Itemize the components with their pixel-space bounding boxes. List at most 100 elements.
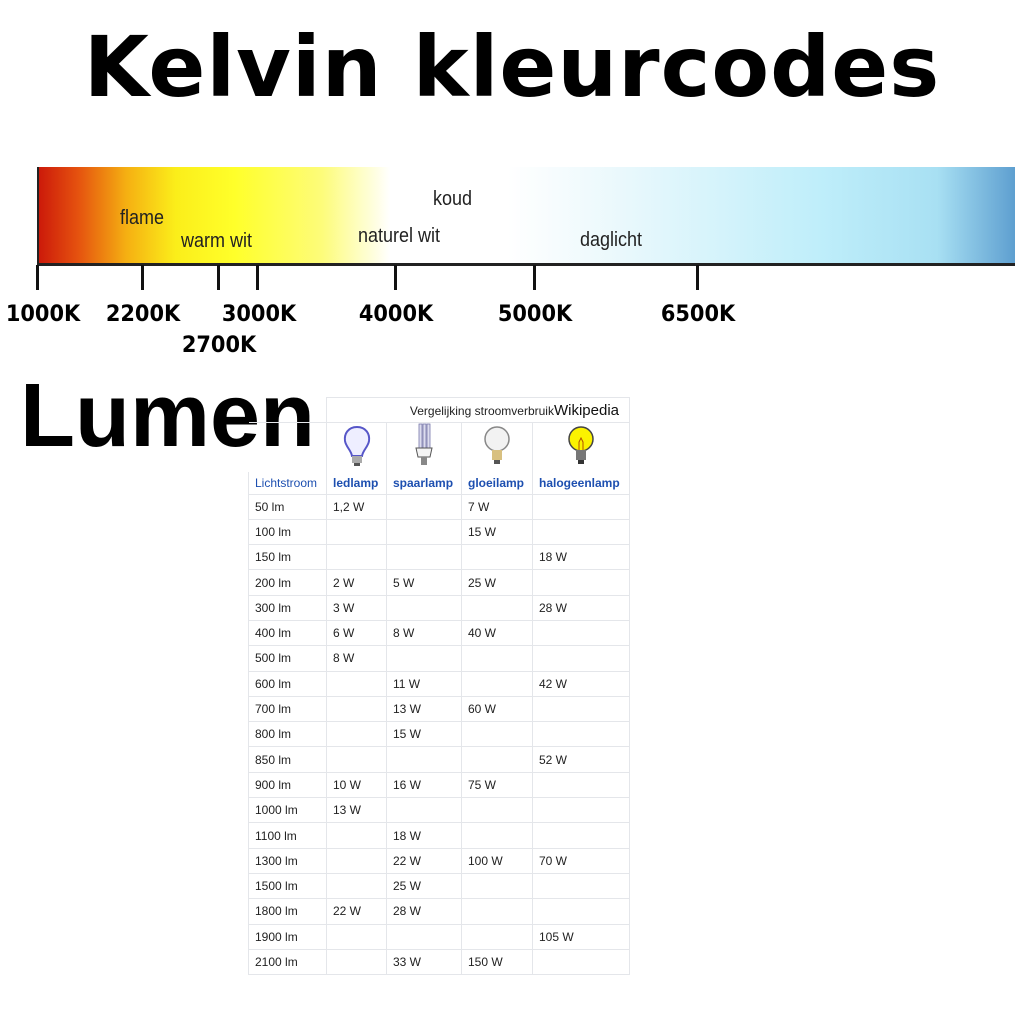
table-cell [326,923,387,950]
table-row: 100 lm 15 W [248,518,630,546]
table-cell [326,822,387,849]
table-cell [461,797,533,824]
header-spaarlamp[interactable]: spaarlamp [386,472,462,495]
table-cell: 1900 lm [248,923,327,950]
table-cell [386,746,462,773]
tick-label: 5000K [497,302,573,327]
label-koud: koud [433,188,473,210]
table-row: 1900 lm 105 W [248,923,630,950]
table-row: 1500 lm 25 W [248,872,630,900]
table-cell: 25 W [386,872,462,900]
tick [36,265,39,290]
table-cell: 52 W [532,746,630,773]
table-cell: 1500 lm [248,872,327,900]
tick-label: 4000K [358,302,434,327]
table-cell: 22 W [326,898,387,925]
table-cell: 22 W [386,847,462,874]
table-cell: 100 W [461,847,533,874]
table-cell: 100 lm [248,518,327,546]
table-row: 500 lm 8 W [248,645,630,672]
table-cell: 1800 lm [248,898,327,925]
table-cell: 10 W [326,771,387,799]
power-comparison-table: Vergelijking stroomverbruikWikipedia Lic… [248,397,630,976]
table-row: 300 lm 3 W 28 W [248,594,630,621]
table-cell: 8 W [386,619,462,647]
table-cell [461,898,533,925]
table-cell [326,721,387,748]
table-cell: 200 lm [248,569,327,596]
table-cell: 33 W [386,948,462,976]
header-gloeilamp[interactable]: gloeilamp [461,472,533,495]
table-cell: 700 lm [248,695,327,723]
table-cell: 40 W [461,619,533,647]
table-row: 1000 lm 13 W [248,797,630,824]
table-row: 1100 lm 18 W [248,822,630,849]
kelvin-gradient-bar [37,167,1015,266]
table-cell [461,645,533,672]
table-cell [532,898,630,925]
table-cell [386,544,462,571]
table-cell: 900 lm [248,771,327,799]
table-cell [461,872,533,900]
table-cell: 850 lm [248,746,327,773]
table-cell [461,544,533,571]
table-cell: 105 W [532,923,630,950]
tick [533,265,536,290]
table-row: 1800 lm 22 W 28 W [248,898,630,925]
table-row: 50 lm 1,2 W 7 W [248,493,630,520]
table-cell: 1100 lm [248,822,327,849]
table-cell: 42 W [532,670,630,697]
table-row: 700 lm 13 W 60 W [248,695,630,723]
table-cell [532,948,630,976]
table-cell: 7 W [461,493,533,520]
table-cell [532,721,630,748]
source-label: Wikipedia [553,401,619,419]
table-cell: 70 W [532,847,630,874]
label-daglicht: daglicht [580,229,643,251]
table-cell: 1,2 W [326,493,387,520]
table-cell [326,746,387,773]
tick [217,265,220,290]
table-row: 850 lm 52 W [248,746,630,773]
table-cell [326,872,387,900]
table-cell [386,594,462,621]
table-cell [461,721,533,748]
tick-label: 1000K [5,302,81,327]
header-ledlamp[interactable]: ledlamp [326,472,387,495]
tick-label: 2200K [105,302,181,327]
table-cell [532,645,630,672]
table-cell: 18 W [532,544,630,571]
table-cell [326,670,387,697]
table-cell [532,619,630,647]
table-cell: 600 lm [248,670,327,697]
table-row: 800 lm 15 W [248,721,630,748]
table-cell: 5 W [386,569,462,596]
header-lichtstroom[interactable]: Lichtstroom [248,472,327,495]
label-warm-wit: warm wit [181,230,253,252]
table-cell [532,518,630,546]
table-cell [461,594,533,621]
header-halogeenlamp[interactable]: halogeenlamp [532,472,630,495]
table-cell [532,822,630,849]
table-caption: Vergelijking stroomverbruik [409,403,554,418]
table-cell [326,847,387,874]
table-cell: 15 W [461,518,533,546]
table-cell [386,518,462,546]
page-title: Kelvin kleurcodes [83,18,941,116]
table-cell: 500 lm [248,645,327,672]
table-cell: 400 lm [248,619,327,647]
table-row: 600 lm 11 W 42 W [248,670,630,697]
table-cell: 800 lm [248,721,327,748]
cfl-bulb-icon [415,423,433,465]
table-cell: 8 W [326,645,387,672]
table-row: 150 lm 18 W [248,544,630,571]
halogen-bulb-icon [568,426,594,464]
table-cell: 6 W [326,619,387,647]
table-cell [532,797,630,824]
table-cell: 25 W [461,569,533,596]
table-cell [461,746,533,773]
table-cell: 3 W [326,594,387,621]
table-cell [461,670,533,697]
table-cell [386,645,462,672]
